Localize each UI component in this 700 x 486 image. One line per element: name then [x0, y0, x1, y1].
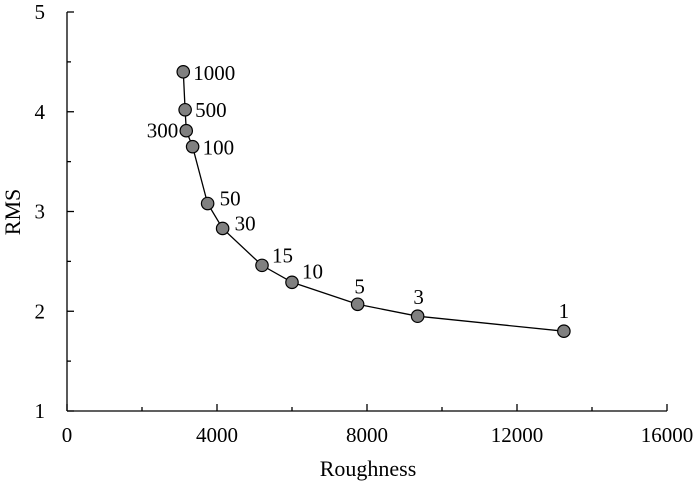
y-tick-label: 2: [35, 299, 46, 323]
data-point-label: 30: [235, 211, 256, 235]
x-tick-label: 0: [62, 423, 73, 447]
data-points-layer: [176, 65, 571, 338]
y-axis-title: RMS: [0, 189, 25, 235]
data-point: [179, 123, 194, 138]
data-point-label: 10: [302, 259, 323, 283]
data-point: [178, 102, 192, 117]
x-tick-label: 12000: [491, 423, 544, 447]
y-tick-label: 4: [35, 100, 46, 124]
data-point: [176, 65, 191, 79]
data-point: [557, 324, 571, 338]
data-point: [285, 275, 299, 290]
data-point-label: 1: [559, 299, 570, 323]
x-tick-label: 4000: [196, 423, 238, 447]
axes: 0 4000 8000 12000 16000 1 2 3 4 5: [35, 0, 694, 447]
data-point-label: 5: [354, 274, 365, 298]
y-tick-label: 3: [35, 200, 46, 224]
y-tick-label: 5: [35, 0, 46, 24]
data-point: [350, 297, 365, 312]
data-point-label: 500: [195, 98, 227, 122]
data-point-label: 100: [203, 136, 235, 160]
data-point: [410, 309, 425, 324]
data-point-label: 15: [272, 243, 293, 267]
data-point-label: 300: [147, 119, 179, 143]
data-point-label: 1000: [193, 61, 235, 85]
data-point: [185, 139, 200, 154]
data-point-label: 50: [220, 187, 241, 211]
y-tick-label: 1: [35, 399, 46, 423]
x-axis-title: Roughness: [320, 456, 417, 481]
x-tick-label: 8000: [346, 423, 388, 447]
data-point: [255, 258, 269, 273]
data-point: [215, 221, 230, 236]
data-point: [200, 196, 215, 211]
x-tick-label: 16000: [641, 423, 694, 447]
data-point-label: 3: [413, 285, 424, 309]
